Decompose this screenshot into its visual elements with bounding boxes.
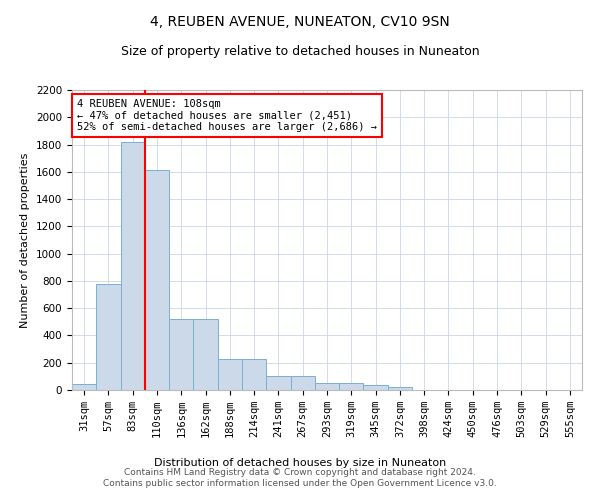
Bar xyxy=(290,376,315,390)
Bar xyxy=(169,319,193,390)
Text: 4, REUBEN AVENUE, NUNEATON, CV10 9SN: 4, REUBEN AVENUE, NUNEATON, CV10 9SN xyxy=(150,15,450,29)
Text: Contains HM Land Registry data © Crown copyright and database right 2024.
Contai: Contains HM Land Registry data © Crown c… xyxy=(103,468,497,487)
Bar xyxy=(218,358,242,390)
Bar xyxy=(266,376,290,390)
Y-axis label: Number of detached properties: Number of detached properties xyxy=(20,152,31,328)
Bar xyxy=(339,382,364,390)
Text: 4 REUBEN AVENUE: 108sqm
← 47% of detached houses are smaller (2,451)
52% of semi: 4 REUBEN AVENUE: 108sqm ← 47% of detache… xyxy=(77,99,377,132)
Bar xyxy=(96,284,121,390)
Bar xyxy=(145,170,169,390)
Bar xyxy=(242,358,266,390)
Bar xyxy=(72,384,96,390)
Bar xyxy=(315,382,339,390)
Bar xyxy=(121,142,145,390)
Bar xyxy=(388,388,412,390)
Text: Distribution of detached houses by size in Nuneaton: Distribution of detached houses by size … xyxy=(154,458,446,468)
Text: Size of property relative to detached houses in Nuneaton: Size of property relative to detached ho… xyxy=(121,45,479,58)
Bar xyxy=(364,385,388,390)
Bar xyxy=(193,319,218,390)
